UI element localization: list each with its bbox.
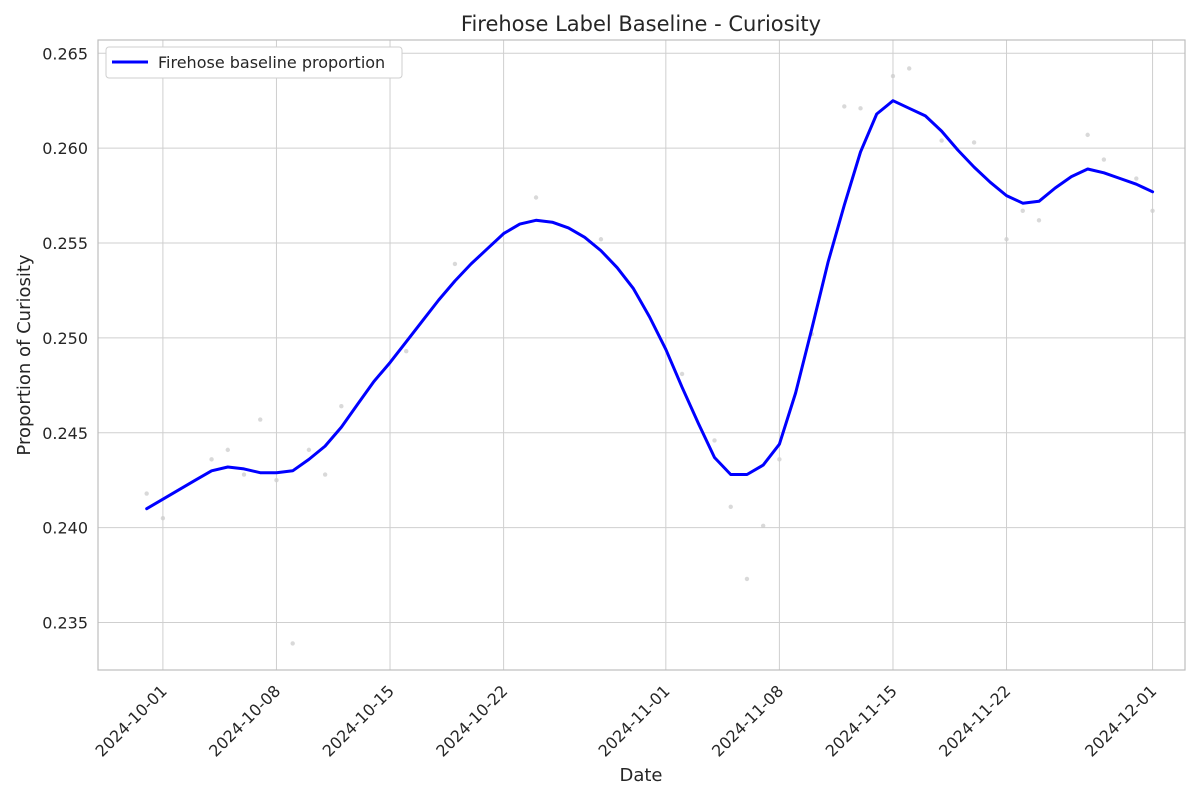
x-tick-label: 2024-11-15 bbox=[822, 681, 901, 760]
x-tick-label: 2024-10-22 bbox=[432, 681, 511, 760]
scatter-point bbox=[322, 472, 328, 477]
line-layer bbox=[145, 99, 1155, 511]
scatter-point bbox=[906, 66, 912, 71]
scatter-point bbox=[728, 504, 733, 510]
legend-box bbox=[105, 46, 403, 79]
scatter-point bbox=[858, 106, 863, 111]
legend-label: Firehose baseline proportion bbox=[158, 53, 385, 72]
scatter-point bbox=[1150, 208, 1155, 213]
scatter-point bbox=[1036, 218, 1042, 223]
y-tick-label: 0.260 bbox=[42, 139, 88, 158]
scatter-point bbox=[274, 478, 279, 483]
scatter-point bbox=[971, 140, 977, 145]
scatter-point bbox=[777, 457, 782, 462]
y-axis-title: Proportion of Curiosity bbox=[14, 254, 35, 455]
scatter-point bbox=[1085, 132, 1090, 138]
scatter-point bbox=[258, 417, 263, 422]
y-tick-label: 0.235 bbox=[42, 614, 88, 633]
scatter-point bbox=[1134, 176, 1139, 181]
x-tick-labels: 2024-10-01 2024-10-08 2024-10-15 2024-10-22… bbox=[92, 681, 1161, 760]
scatter-point bbox=[1004, 237, 1009, 242]
x-tick-label: 2024-11-01 bbox=[594, 681, 673, 760]
y-tick-labels: 0.235 0.240 0.245 0.250 0.255 0.260 0.265 bbox=[42, 44, 88, 632]
x-tick-label: 2024-11-08 bbox=[708, 681, 787, 760]
scatter-point bbox=[1101, 157, 1107, 162]
x-tick-label: 2024-12-01 bbox=[1081, 681, 1160, 760]
scatter-point bbox=[939, 138, 944, 143]
scatter-point bbox=[712, 438, 717, 443]
scatter-point bbox=[160, 515, 166, 521]
y-tick-label: 0.265 bbox=[42, 44, 88, 63]
scatter-point bbox=[209, 457, 214, 462]
scatter-point bbox=[339, 404, 344, 409]
scatter-point bbox=[533, 195, 539, 200]
scatter-point bbox=[404, 349, 409, 354]
scatter-point bbox=[144, 491, 149, 496]
scatter-point bbox=[842, 104, 847, 109]
x-tick-label: 2024-10-08 bbox=[205, 681, 284, 760]
plot-frame bbox=[97, 39, 1186, 671]
x-tick-label: 2024-11-22 bbox=[935, 681, 1014, 760]
chart-title: Firehose Label Baseline - Curiosity bbox=[461, 12, 821, 36]
series-line-firehose-baseline bbox=[145, 99, 1155, 511]
scatter-point bbox=[1020, 208, 1025, 213]
scatter-point bbox=[306, 447, 312, 453]
y-tick-label: 0.245 bbox=[42, 424, 88, 443]
scatter-point bbox=[760, 523, 766, 528]
scatter-point bbox=[679, 371, 685, 377]
scatter-point bbox=[890, 73, 896, 79]
scatter-point bbox=[290, 641, 295, 646]
scatter-point bbox=[452, 261, 458, 267]
scatter-layer bbox=[144, 66, 1155, 646]
y-tick-label: 0.250 bbox=[42, 329, 88, 348]
y-tick-label: 0.240 bbox=[42, 519, 88, 538]
grid-layer bbox=[98, 40, 1185, 670]
legend: Firehose baseline proportion bbox=[105, 46, 403, 79]
x-tick-label: 2024-10-15 bbox=[319, 681, 398, 760]
x-axis-title: Date bbox=[619, 765, 662, 786]
scatter-point bbox=[744, 576, 750, 582]
x-tick-label: 2024-10-01 bbox=[92, 681, 171, 760]
y-tick-label: 0.255 bbox=[42, 234, 88, 253]
scatter-point bbox=[598, 237, 604, 242]
scatter-point bbox=[225, 447, 230, 453]
scatter-point bbox=[241, 472, 247, 477]
